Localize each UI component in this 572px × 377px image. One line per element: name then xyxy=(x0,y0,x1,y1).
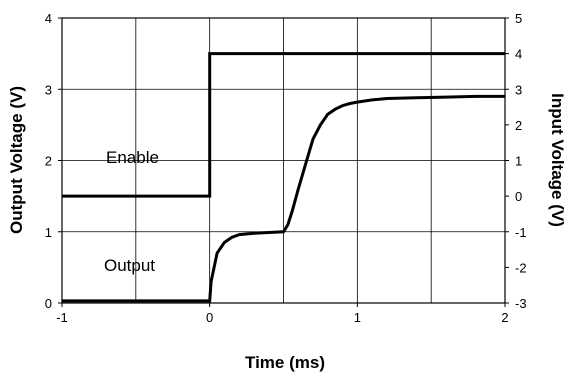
output-annotation: Output xyxy=(104,256,155,275)
y2-tick-label: 5 xyxy=(515,11,522,26)
y2-tick-label: 0 xyxy=(515,189,522,204)
x-tick-label: 0 xyxy=(206,310,213,325)
y2-axis-title: Input Voltage (V) xyxy=(548,93,567,227)
y-tick-label: 1 xyxy=(45,225,52,240)
y2-tick-label: 4 xyxy=(515,47,522,62)
y2-tick-label: 3 xyxy=(515,82,522,97)
x-tick-label: 1 xyxy=(354,310,361,325)
y2-tick-label: -3 xyxy=(515,296,527,311)
x-tick-label: -1 xyxy=(56,310,68,325)
y-axis-title: Output Voltage (V) xyxy=(7,86,26,234)
y2-tick-label: 1 xyxy=(515,154,522,169)
y2-tick-label: 2 xyxy=(515,118,522,133)
y-tick-label: 0 xyxy=(45,296,52,311)
y-tick-label: 4 xyxy=(45,11,52,26)
output-line xyxy=(62,94,505,303)
x-tick-label: 2 xyxy=(501,310,508,325)
y2-tick-label: -2 xyxy=(515,260,527,275)
enable-line xyxy=(62,52,505,198)
enable-annotation: Enable xyxy=(106,148,159,167)
ticks: -1 0 1 2 0 1 2 3 4 -3 -2 -1 0 1 2 3 4 5 xyxy=(45,11,527,325)
y-tick-label: 3 xyxy=(45,82,52,97)
y-tick-label: 2 xyxy=(45,154,52,169)
x-axis-title: Time (ms) xyxy=(245,353,325,372)
series-layer xyxy=(62,52,505,303)
y2-tick-label: -1 xyxy=(515,225,527,240)
